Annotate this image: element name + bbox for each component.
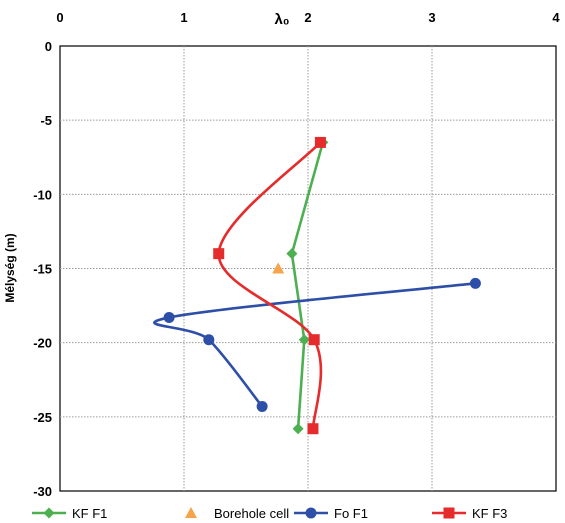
series-line-kf-f1 [290, 142, 325, 429]
series-line-kf-f3 [217, 141, 323, 429]
data-point-fo-f1 [163, 311, 175, 323]
x-tick-label: 2 [304, 10, 311, 25]
series-line-fo-f1 [153, 282, 476, 408]
series-kf-f1 [286, 136, 329, 435]
data-point-fo-f1 [256, 400, 268, 412]
y-tick-label: 0 [45, 39, 52, 54]
legend-label: KF F1 [72, 506, 107, 521]
legend-marker [43, 507, 55, 519]
data-point-fo-f1 [203, 334, 215, 346]
x-tick-label: 1 [180, 10, 187, 25]
y-tick-label: -20 [33, 336, 52, 351]
series-layer [153, 136, 481, 435]
y-tick-label: -5 [40, 113, 52, 128]
y-tick-label: -15 [33, 262, 52, 277]
y-tick-label: -10 [33, 187, 52, 202]
x-tick-label: 4 [552, 10, 560, 25]
series-borehole-cell [272, 262, 285, 274]
legend-item-fo-f1: Fo F1 [294, 506, 368, 521]
data-point-kf-f3 [314, 136, 326, 148]
y-tick-label: -30 [33, 484, 52, 499]
legend-marker [305, 507, 317, 519]
legend-item-borehole-cell: Borehole cell [185, 506, 289, 521]
legend-marker [443, 507, 455, 519]
data-point-kf-f3 [213, 248, 225, 260]
data-point-kf-f1 [292, 423, 304, 435]
data-point-kf-f1 [286, 248, 298, 260]
data-point-kf-f3 [308, 334, 320, 346]
x-tick-labels: 0 1 2 3 4 [56, 10, 560, 25]
y-axis-title: Mélység (m) [3, 233, 17, 302]
y-tick-labels: 0 -5 -10 -15 -20 -25 -30 [33, 39, 52, 499]
legend-label: Fo F1 [334, 506, 368, 521]
data-point-borehole-cell [272, 262, 285, 274]
gridlines [60, 46, 556, 491]
legend: KF F1 Borehole cell Fo F1 KF F3 [32, 506, 507, 521]
x-axis-title: λ₀ [274, 11, 289, 28]
data-point-fo-f1 [469, 277, 481, 289]
data-point-kf-f3 [307, 423, 319, 435]
data-point-kf-f1 [298, 334, 310, 346]
legend-marker [185, 507, 197, 518]
series-fo-f1 [153, 277, 481, 412]
legend-label: Borehole cell [214, 506, 289, 521]
x-tick-label: 0 [56, 10, 63, 25]
x-tick-label: 3 [428, 10, 435, 25]
legend-label: KF F3 [472, 506, 507, 521]
series-kf-f3 [213, 136, 326, 435]
legend-item-kf-f1: KF F1 [32, 506, 107, 521]
y-tick-label: -25 [33, 410, 52, 425]
legend-item-kf-f3: KF F3 [432, 506, 507, 521]
